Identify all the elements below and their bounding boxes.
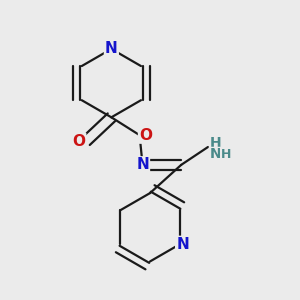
Text: N: N: [105, 41, 118, 56]
Text: O: O: [72, 134, 85, 148]
Text: O: O: [139, 128, 152, 142]
Text: H: H: [220, 148, 231, 161]
Text: H: H: [210, 136, 221, 150]
Text: N: N: [210, 148, 221, 161]
Text: N: N: [136, 158, 149, 172]
Text: N: N: [176, 237, 189, 252]
